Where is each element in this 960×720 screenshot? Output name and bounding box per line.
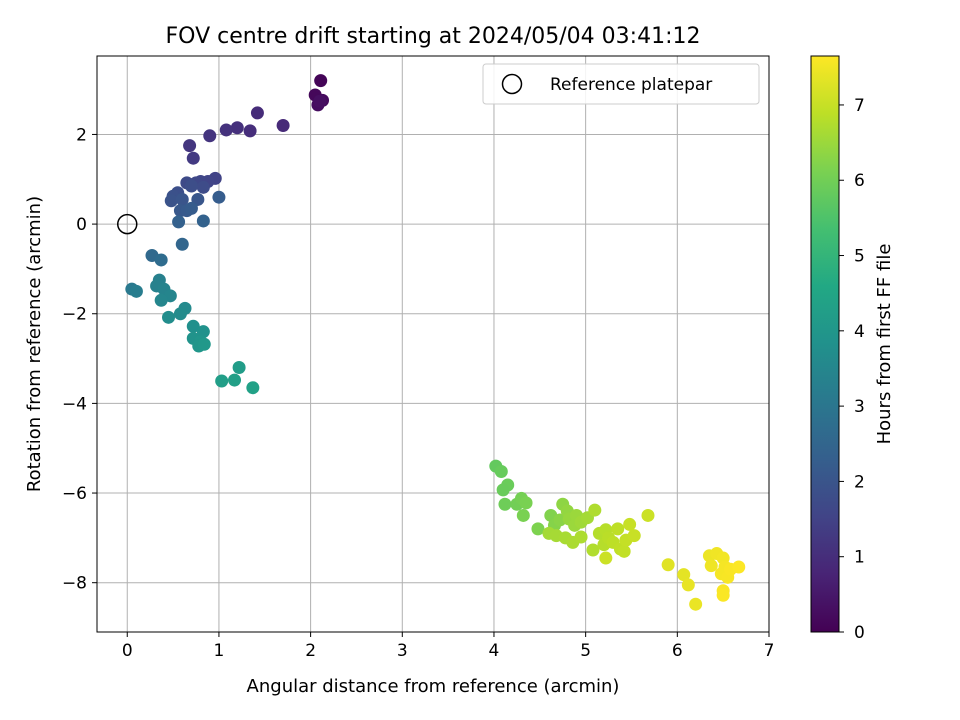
colorbar-tick-label: 1 <box>854 548 865 568</box>
data-point <box>184 179 198 193</box>
legend-box <box>482 63 760 105</box>
chart-title: FOV centre drift starting at 2024/05/04 … <box>166 24 701 49</box>
data-point <box>661 558 675 572</box>
data-point <box>215 374 229 388</box>
data-point <box>494 465 508 479</box>
data-point <box>641 508 655 522</box>
data-point <box>681 578 695 592</box>
data-point <box>617 544 631 558</box>
data-point <box>162 310 176 324</box>
y-tick-label: −6 <box>62 484 87 504</box>
data-point <box>314 74 328 88</box>
data-point <box>531 522 545 536</box>
y-tick-label: 0 <box>76 215 87 235</box>
y-tick-label: −8 <box>62 574 87 594</box>
data-point <box>232 361 246 375</box>
y-axis: 2 0 −2 −4 −6 −8 <box>62 125 97 594</box>
data-point <box>627 529 641 543</box>
data-point <box>611 522 625 536</box>
data-point <box>191 192 205 206</box>
reference-marker <box>117 213 138 235</box>
data-point <box>623 517 637 531</box>
data-point <box>228 373 242 387</box>
x-tick-label: 7 <box>764 641 775 661</box>
x-axis-label: Angular distance from reference (arcmin) <box>247 676 620 697</box>
data-point <box>519 496 533 510</box>
colorbar-tick-label: 3 <box>854 397 865 417</box>
legend-label: Reference platepar <box>550 75 712 95</box>
x-tick-label: 2 <box>305 641 316 661</box>
data-point <box>246 381 260 395</box>
data-point <box>197 337 211 351</box>
x-tick-label: 3 <box>397 641 408 661</box>
data-point <box>196 325 210 339</box>
colorbar-tick-label: 7 <box>854 96 865 116</box>
x-tick-label: 5 <box>580 641 591 661</box>
data-point <box>498 497 512 511</box>
x-tick-label: 6 <box>672 641 683 661</box>
data-point <box>129 284 143 298</box>
data-point <box>574 530 588 544</box>
data-point <box>212 190 226 204</box>
data-point <box>732 560 746 574</box>
colorbar-ticks: 0 1 2 3 4 5 6 7 <box>839 96 865 643</box>
x-tick-label: 0 <box>122 641 133 661</box>
data-point <box>588 503 602 517</box>
data-point <box>175 237 189 251</box>
y-tick-label: −2 <box>62 305 87 325</box>
data-point <box>154 293 168 307</box>
data-point <box>173 307 187 321</box>
x-tick-label: 1 <box>214 641 225 661</box>
data-point <box>243 124 257 138</box>
data-point <box>276 118 290 132</box>
legend: Reference platepar <box>482 63 760 105</box>
x-axis: 0 1 2 3 4 5 6 7 <box>122 632 775 661</box>
data-point <box>689 597 703 611</box>
y-tick-label: −4 <box>62 394 87 414</box>
colorbar-tick-label: 5 <box>854 247 865 267</box>
data-point <box>230 121 244 135</box>
data-point <box>704 559 718 573</box>
data-point <box>184 201 198 215</box>
data-point <box>250 106 264 120</box>
data-point <box>496 483 510 497</box>
data-point <box>196 180 210 194</box>
data-point <box>172 215 186 229</box>
legend-marker-icon <box>501 73 523 95</box>
data-point <box>203 129 217 143</box>
colorbar-tick-label: 4 <box>854 322 865 342</box>
data-point <box>677 568 691 582</box>
grid <box>97 56 770 632</box>
data-point <box>586 543 600 557</box>
data-point <box>516 508 530 522</box>
points <box>125 74 746 611</box>
colorbar-tick-label: 0 <box>854 623 865 643</box>
data-point <box>313 94 327 108</box>
data-point <box>183 139 197 153</box>
data-point <box>154 253 168 267</box>
x-tick-label: 4 <box>489 641 500 661</box>
colorbar-gradient <box>810 55 840 633</box>
plot-frame <box>96 55 770 633</box>
colorbar-tick-label: 6 <box>854 171 865 191</box>
data-point <box>186 319 200 333</box>
data-point <box>219 123 233 137</box>
data-point <box>186 151 200 165</box>
data-point <box>599 551 613 565</box>
data-point <box>164 194 178 208</box>
data-point <box>716 588 730 602</box>
y-axis-label: Rotation from reference (arcmin) <box>24 196 45 492</box>
data-point <box>175 192 189 206</box>
y-tick-label: 2 <box>76 125 87 145</box>
colorbar-tick-label: 2 <box>854 472 865 492</box>
colorbar: 0 1 2 3 4 5 6 7 Hours from first FF file <box>810 55 895 643</box>
data-point <box>196 214 210 228</box>
colorbar-label: Hours from first FF file <box>874 244 895 445</box>
